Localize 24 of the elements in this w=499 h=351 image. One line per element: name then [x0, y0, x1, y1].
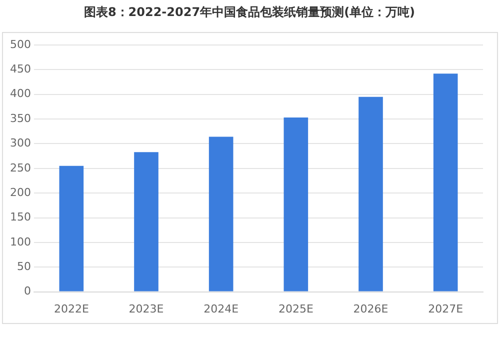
y-tick-label: 300	[10, 136, 31, 150]
x-tick-label: 2023E	[128, 302, 164, 316]
y-tick-label: 350	[10, 112, 31, 125]
y-tick-label: 100	[10, 235, 31, 248]
y-tick-label: 400	[10, 87, 31, 100]
bar	[134, 152, 158, 292]
y-tick-label: 50	[16, 260, 31, 273]
y-tick-label: 150	[10, 210, 31, 224]
x-tick-label: 2025E	[278, 302, 314, 316]
y-tick-label: 500	[10, 38, 31, 51]
x-tick-label: 2024E	[204, 302, 239, 316]
bar	[208, 136, 234, 292]
bar	[358, 96, 383, 292]
bar	[284, 118, 308, 292]
y-tick-label: 200	[10, 186, 31, 199]
x-tick-label: 2027E	[428, 302, 464, 316]
y-tick-label: 250	[10, 161, 31, 174]
x-tick-label: 2026E	[353, 302, 388, 316]
bar	[433, 74, 458, 292]
y-tick-label: 450	[10, 62, 31, 76]
x-tick-label: 2022E	[54, 302, 89, 316]
y-tick-label: 0	[24, 284, 31, 298]
bar	[59, 166, 84, 292]
chart-title: 图表8：2022-2027年中国食品包装纸销量预测(单位：万吨)	[82, 4, 416, 21]
